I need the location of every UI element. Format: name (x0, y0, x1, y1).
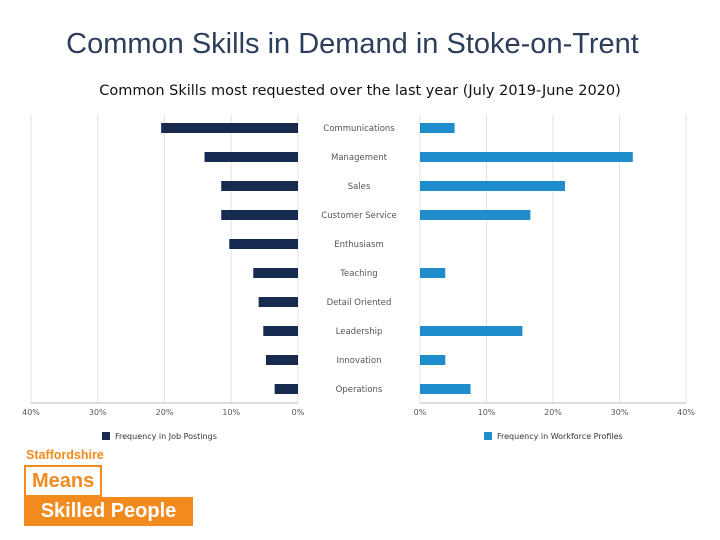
category-label: Operations (336, 385, 383, 395)
right-x-tick-label: 20% (544, 408, 562, 417)
right-x-tick-label: 30% (611, 408, 629, 417)
category-label: Innovation (336, 356, 381, 366)
left-x-tick-label: 30% (89, 408, 107, 417)
category-label: Enthusiasm (334, 240, 384, 250)
job-postings-bar (265, 355, 298, 365)
left-x-tick-label: 10% (222, 408, 240, 417)
workforce-profiles-bar (420, 152, 633, 162)
left-x-tick-label: 0% (292, 408, 305, 417)
legend-swatch-job-postings (102, 432, 110, 440)
job-postings-bar (253, 268, 298, 278)
job-postings-bar (221, 181, 298, 191)
job-postings-bar (221, 210, 298, 220)
category-label: Management (331, 153, 388, 163)
workforce-profiles-bar (420, 384, 471, 394)
workforce-profiles-bar (420, 181, 565, 191)
workforce-profiles-bar (420, 123, 455, 133)
logo-skilled-people-text: Skilled People (24, 497, 193, 526)
logo-means-text: Means (24, 465, 103, 497)
legend-swatch-workforce-profiles (484, 432, 492, 440)
job-postings-bar (204, 152, 298, 162)
chart-title: Common Skills most requested over the la… (99, 83, 621, 99)
job-postings-bar (263, 326, 298, 336)
left-x-tick-label: 20% (156, 408, 174, 417)
legend-label-workforce-profiles: Frequency in Workforce Profiles (497, 432, 623, 441)
left-x-tick-label: 40% (22, 408, 40, 417)
job-postings-bar (258, 297, 298, 307)
workforce-profiles-bar (420, 355, 446, 365)
category-label: Detail Oriented (327, 298, 392, 308)
page-title: Common Skills in Demand in Stoke-on-Tren… (66, 28, 639, 60)
workforce-profiles-bar (420, 326, 523, 336)
workforce-profiles-bar (420, 210, 531, 220)
category-label: Communications (323, 124, 395, 134)
right-x-tick-label: 0% (414, 408, 427, 417)
category-label: Customer Service (321, 211, 396, 221)
category-label: Teaching (339, 269, 377, 279)
workforce-profiles-bar (420, 268, 446, 278)
right-x-tick-label: 40% (677, 408, 695, 417)
job-postings-bar (229, 239, 298, 249)
logo-staffordshire-text: Staffordshire (26, 448, 104, 462)
job-postings-bar (274, 384, 298, 394)
job-postings-bar (161, 123, 298, 133)
right-x-tick-label: 10% (478, 408, 496, 417)
category-label: Sales (348, 182, 371, 192)
category-label: Leadership (336, 327, 383, 337)
legend-label-job-postings: Frequency in Job Postings (115, 432, 217, 441)
